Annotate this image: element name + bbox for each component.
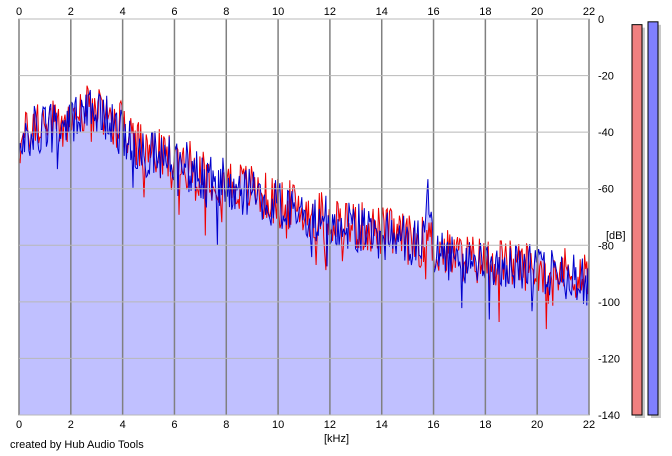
x-tick-label: 22 bbox=[583, 6, 595, 18]
y-tick-label: -20 bbox=[598, 71, 614, 83]
x-tick-label: 2 bbox=[68, 6, 74, 18]
x-tick-label: 0 bbox=[16, 6, 22, 18]
x-tick-label: 4 bbox=[120, 419, 126, 431]
x-tick-label: 6 bbox=[171, 419, 177, 431]
y-tick-label: 0 bbox=[598, 14, 604, 26]
x-tick-label: 10 bbox=[272, 6, 284, 18]
x-tick-label: 20 bbox=[531, 419, 543, 431]
spectrum-area bbox=[18, 85, 590, 415]
x-ticks-bottom: 0 2 4 6 8 10 12 14 16 18 20 22 bbox=[16, 419, 595, 431]
x-tick-label: 0 bbox=[16, 419, 22, 431]
x-tick-label: 16 bbox=[427, 419, 439, 431]
x-tick-label: 12 bbox=[324, 6, 336, 18]
x-tick-label: 6 bbox=[171, 6, 177, 18]
y-axis-label: [dB] bbox=[606, 230, 626, 242]
y-tick-label: -40 bbox=[598, 127, 614, 139]
y-ticks: 0 -20 -40 -60 -80 -100 -120 -140 bbox=[598, 14, 620, 422]
level-meters bbox=[631, 21, 661, 419]
x-tick-label: 18 bbox=[479, 6, 491, 18]
x-tick-label: 14 bbox=[376, 419, 388, 431]
meter-right bbox=[647, 21, 659, 416]
credit-text: created by Hub Audio Tools bbox=[10, 439, 144, 451]
grid-lines bbox=[18, 18, 590, 416]
x-tick-label: 22 bbox=[583, 419, 595, 431]
y-tick-label: -100 bbox=[598, 297, 620, 309]
x-ticks-top: 0 2 4 6 8 10 12 14 16 18 20 22 bbox=[16, 6, 595, 18]
x-tick-label: 4 bbox=[120, 6, 126, 18]
spectrum-fill bbox=[19, 85, 589, 415]
y-tick-label: -60 bbox=[598, 184, 614, 196]
y-tick-label: -120 bbox=[598, 353, 620, 365]
x-tick-label: 12 bbox=[324, 419, 336, 431]
x-tick-label: 10 bbox=[272, 419, 284, 431]
meter-left bbox=[631, 24, 643, 416]
y-tick-label: -140 bbox=[598, 410, 620, 422]
x-tick-label: 2 bbox=[68, 419, 74, 431]
x-axis-label: [kHz] bbox=[324, 433, 349, 445]
x-tick-label: 8 bbox=[223, 419, 229, 431]
x-tick-label: 20 bbox=[531, 6, 543, 18]
series-right-line bbox=[18, 89, 590, 320]
x-tick-label: 14 bbox=[376, 6, 388, 18]
x-tick-label: 16 bbox=[427, 6, 439, 18]
x-tick-label: 18 bbox=[479, 419, 491, 431]
x-tick-label: 8 bbox=[223, 6, 229, 18]
y-tick-label: -80 bbox=[598, 240, 614, 252]
series-left-line bbox=[18, 85, 590, 330]
